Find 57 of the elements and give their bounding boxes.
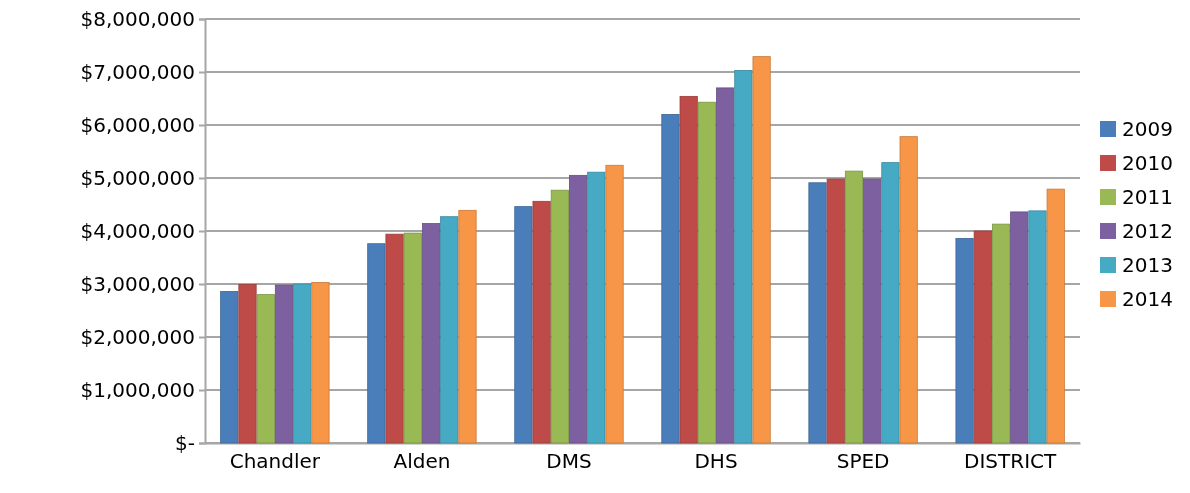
bar — [1010, 211, 1029, 444]
bar — [367, 243, 386, 444]
x-tick-label: DHS — [694, 449, 738, 473]
bar — [421, 223, 441, 444]
bar — [403, 232, 422, 444]
bar — [238, 284, 257, 444]
bar — [220, 291, 239, 444]
bar — [752, 56, 771, 444]
bar — [955, 238, 974, 444]
legend-label: 2013 — [1122, 253, 1173, 277]
y-tick-label: $7,000,000 — [80, 59, 195, 84]
bar — [458, 209, 477, 444]
bar — [734, 70, 753, 444]
y-tick-label: $2,000,000 — [80, 324, 195, 349]
bar — [661, 114, 680, 444]
bar — [587, 171, 606, 444]
bar — [1046, 188, 1065, 444]
bar — [293, 283, 312, 444]
x-tick-label: SPED — [836, 449, 890, 473]
bar — [311, 282, 330, 444]
bar — [550, 189, 569, 444]
y-tick-label: $5,000,000 — [80, 165, 195, 190]
bar — [514, 206, 533, 444]
y-tick-label: $1,000,000 — [80, 377, 195, 402]
legend-label: 2011 — [1122, 185, 1173, 209]
y-tick-label: $3,000,000 — [80, 271, 195, 296]
x-tick-label: DMS — [546, 449, 592, 473]
bar — [274, 284, 294, 444]
bar — [716, 87, 735, 444]
bar — [569, 174, 588, 444]
legend-label: 2012 — [1122, 219, 1173, 243]
bar — [256, 294, 275, 444]
x-tick-label: DISTRICT — [964, 449, 1058, 473]
bar — [679, 95, 698, 444]
bar — [697, 101, 716, 444]
bar — [863, 178, 882, 444]
y-tick-label: $4,000,000 — [80, 218, 195, 243]
bar — [1028, 210, 1047, 444]
legend-label: 2010 — [1122, 151, 1173, 175]
bar — [973, 230, 992, 444]
y-tick-label: $- — [175, 430, 195, 455]
bar — [532, 200, 551, 444]
y-tick-label: $6,000,000 — [80, 112, 195, 137]
bar — [844, 170, 864, 444]
legend-label: 2009 — [1122, 117, 1173, 141]
x-tick-label: Alden — [393, 449, 451, 473]
x-tick-label: Chandler — [229, 449, 321, 473]
bar — [440, 216, 459, 444]
legend-label: 2014 — [1122, 287, 1173, 311]
bar — [808, 182, 827, 444]
bar — [991, 223, 1011, 444]
bar — [605, 164, 624, 444]
y-tick-label: $8,000,000 — [80, 6, 195, 31]
bar — [899, 136, 918, 444]
bar — [385, 233, 404, 444]
bar — [881, 162, 900, 444]
bar — [826, 178, 845, 444]
